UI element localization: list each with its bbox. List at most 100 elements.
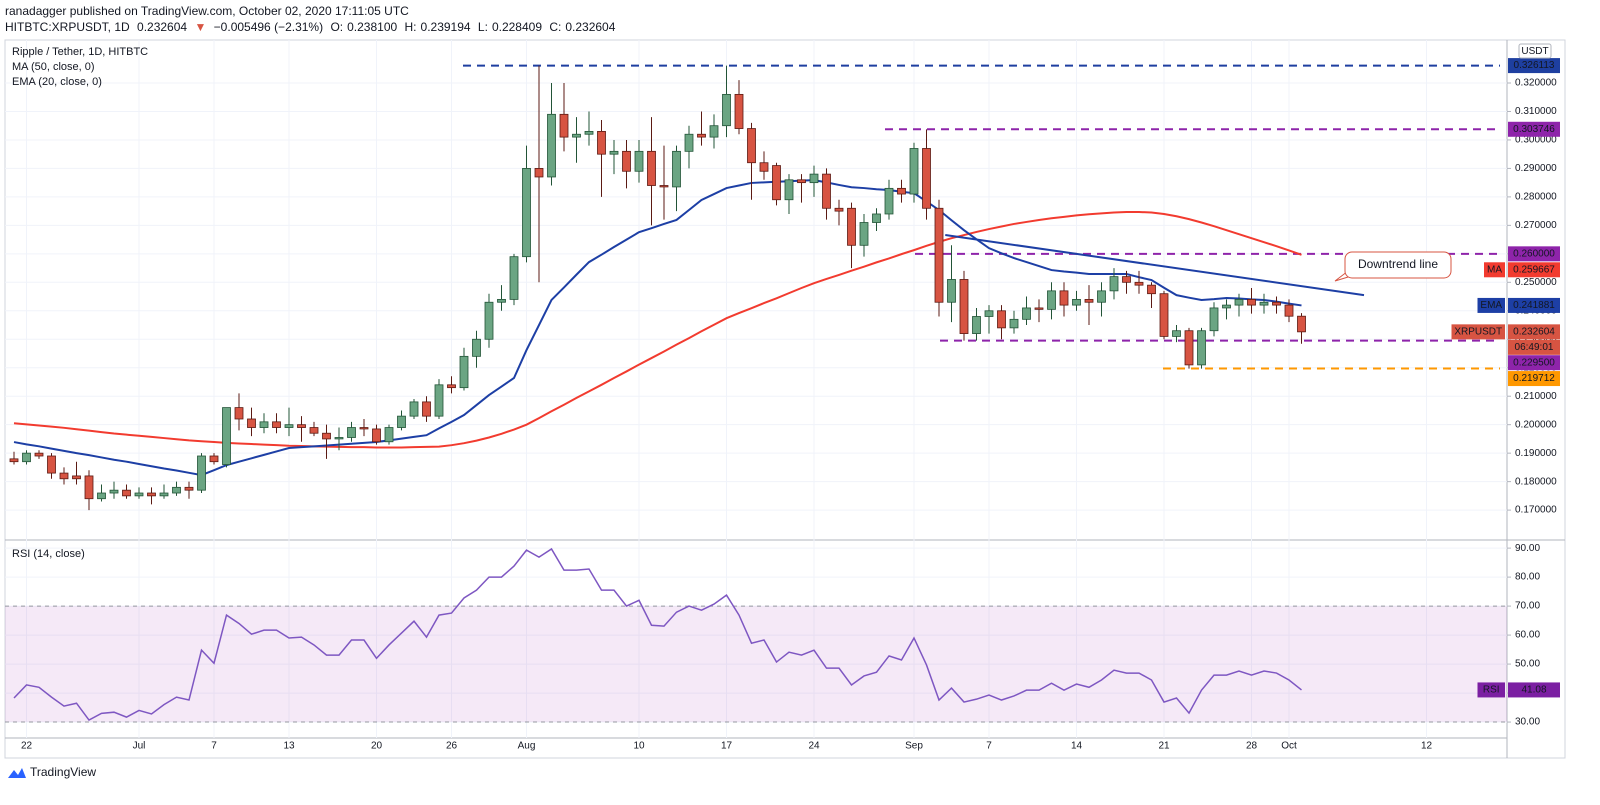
candle-body (459, 355, 469, 389)
indicator-line (13, 547, 1302, 721)
candle-body (509, 256, 519, 300)
ema-legend: EMA (20, close, 0) (12, 76, 102, 88)
candle-body (1297, 315, 1306, 333)
candle-body (984, 310, 994, 317)
last-price: 0.232604 (137, 20, 188, 34)
candle-body (22, 452, 31, 463)
countdown-box (1508, 339, 1560, 355)
candle-body (222, 407, 231, 465)
name-tag (1484, 262, 1505, 278)
candle-body (747, 128, 756, 164)
name-tag (1477, 297, 1505, 313)
candle-body (1259, 301, 1269, 306)
candle-body (947, 279, 956, 303)
symbol: HITBTC:XRPUSDT, 1D (5, 20, 130, 34)
x-tick-label: 24 (808, 741, 820, 752)
x-tick-label: 12 (1421, 741, 1433, 752)
candle-body (972, 316, 981, 334)
candle-body (1047, 290, 1056, 310)
y-tick-label: 60.00 (1515, 630, 1540, 641)
candle-body (159, 492, 169, 497)
rsi-pane (5, 547, 1507, 723)
candle-body (109, 489, 119, 494)
candle-body (1059, 290, 1069, 306)
price-tag-text: 0.260000 (1513, 248, 1555, 259)
candle-body (409, 401, 419, 417)
price-tag (1508, 682, 1560, 698)
name-tag-text: RSI (1483, 685, 1500, 696)
candle-body (247, 418, 256, 428)
price-tag-text: 0.232604 (1513, 326, 1555, 337)
price-tag (1508, 297, 1560, 313)
x-tick-label: 28 (1246, 741, 1258, 752)
candle-body (34, 452, 44, 457)
candle-body (1147, 284, 1156, 295)
y-tick-label: 0.250000 (1515, 277, 1557, 288)
candle-body (672, 150, 681, 188)
x-tick-label: 20 (371, 741, 383, 752)
candle-body (759, 162, 769, 172)
candle-body (572, 133, 581, 138)
grid (5, 40, 1507, 738)
x-tick-label: Sep (905, 741, 923, 752)
candle-body (822, 173, 831, 209)
price-tag-text: 41.08 (1521, 685, 1546, 696)
candle-body (684, 133, 694, 152)
candle-body (309, 427, 319, 434)
y-tick-label: 0.190000 (1515, 448, 1557, 459)
candle-body (697, 133, 706, 138)
candle-body (1009, 318, 1019, 329)
change-arrow: ▼ (194, 20, 207, 34)
change: −0.005496 (−2.31%) (213, 20, 324, 34)
x-tick-label: 13 (283, 741, 295, 752)
candle-body (709, 125, 719, 138)
y-tick-label: 0.320000 (1515, 78, 1557, 89)
candle-body (272, 421, 281, 428)
x-tick-label: 7 (986, 741, 992, 752)
candle-body (847, 207, 856, 246)
name-tag (1477, 682, 1505, 698)
y-tick-label: 0.200000 (1515, 419, 1557, 430)
y-tick-label: 0.300000 (1515, 135, 1557, 146)
candle-body (197, 455, 206, 491)
y-tick-label: 0.180000 (1515, 476, 1557, 487)
candle-body (72, 475, 81, 480)
y-tick-label: 0.310000 (1515, 106, 1557, 117)
candle-body (659, 185, 669, 188)
candle-body (772, 165, 781, 201)
candle-body (397, 415, 406, 428)
y-tick-label: 0.230000 (1515, 334, 1557, 345)
x-tick-label: Oct (1281, 741, 1297, 752)
candle-body (722, 93, 731, 127)
y-tick-label: 80.00 (1515, 572, 1540, 583)
candle-body (797, 179, 806, 184)
candle-body (784, 179, 794, 201)
candle-body (1197, 330, 1206, 366)
candle-body (97, 492, 106, 500)
candle-body (734, 93, 744, 129)
candle-body (184, 486, 194, 491)
candle-body (422, 401, 431, 417)
price-tag-text: 0.259667 (1513, 264, 1555, 275)
candle-body (1109, 276, 1119, 292)
brand: TradingView (30, 765, 96, 779)
candle-body (1034, 307, 1044, 310)
candle-body (597, 131, 606, 155)
x-tick-label: 21 (1158, 741, 1170, 752)
candle-body (497, 298, 506, 303)
candle-body (472, 338, 481, 357)
callout-text: Downtrend line (1358, 257, 1438, 271)
name-tag-text: EMA (1480, 300, 1502, 311)
name-tag-text: XRPUSDT (1454, 326, 1502, 337)
x-tick-label: 17 (721, 741, 733, 752)
candle-body (922, 148, 931, 209)
candle-body (1134, 281, 1144, 286)
y-tick-label: 70.00 (1515, 601, 1540, 612)
h-value: 0.239194 (420, 20, 471, 34)
candle-body (147, 492, 156, 497)
price-tag-text: 0.326113 (1514, 60, 1555, 71)
rsi-band (5, 606, 1507, 723)
y-tick-label: 0.210000 (1515, 391, 1557, 402)
candle-body (622, 150, 631, 172)
